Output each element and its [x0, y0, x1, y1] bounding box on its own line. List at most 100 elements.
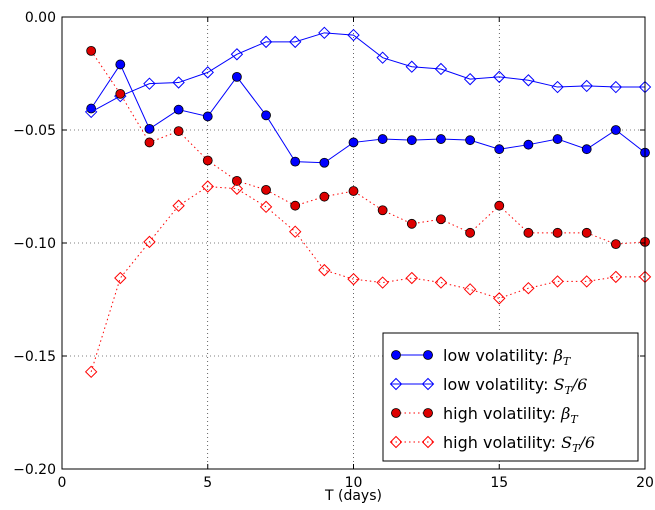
data-point	[494, 144, 505, 155]
data-point	[259, 200, 273, 214]
y-tick-label: −0.05	[13, 123, 56, 139]
data-point	[114, 271, 127, 285]
data-point	[376, 51, 389, 64]
legend-label: high volatility: βT	[443, 404, 579, 426]
data-point	[552, 134, 563, 144]
y-tick-label: −0.10	[13, 236, 56, 252]
data-point	[610, 239, 621, 250]
data-point	[347, 28, 360, 42]
data-point	[348, 137, 359, 148]
data-point	[288, 225, 302, 238]
legend-marker	[423, 408, 433, 418]
legend-marker	[423, 350, 433, 360]
data-point	[434, 276, 448, 289]
data-point	[318, 26, 331, 40]
data-point	[172, 199, 185, 212]
data-point	[290, 200, 301, 211]
data-point	[463, 72, 477, 86]
x-tick-label: 5	[203, 475, 212, 491]
data-point	[348, 186, 359, 196]
data-point	[115, 59, 126, 70]
data-point	[319, 191, 330, 202]
data-point	[173, 126, 184, 137]
data-point	[259, 35, 273, 49]
data-point	[580, 79, 593, 93]
data-point	[143, 77, 156, 90]
axis-ticks: 0 5 10 15 20 0.00 −0.05 −0.10 −0.15 −0.20	[13, 10, 654, 491]
data-point	[230, 182, 244, 195]
data-point	[144, 123, 155, 134]
legend-marker	[391, 408, 401, 418]
data-point	[580, 275, 593, 288]
data-point	[436, 214, 446, 225]
legend-marker	[421, 435, 435, 449]
data-point	[581, 144, 592, 155]
data-point	[347, 272, 360, 286]
data-point	[290, 156, 301, 167]
data-point	[551, 80, 564, 94]
series-1	[86, 59, 650, 168]
data-point	[609, 270, 623, 284]
data-point	[202, 111, 213, 122]
legend-item: low volatility: βT	[391, 346, 572, 368]
legend-label: low volatility: ST/6	[443, 375, 587, 397]
x-tick-label: 10	[345, 475, 363, 491]
legend-marker	[389, 377, 403, 391]
series-line	[90, 63, 646, 164]
data-point	[173, 104, 184, 115]
data-point	[493, 70, 506, 84]
data-point	[261, 110, 271, 121]
legend-marker	[391, 350, 401, 360]
data-point	[465, 227, 476, 238]
data-point	[318, 263, 331, 277]
data-point	[231, 71, 242, 82]
data-point	[436, 134, 446, 144]
data-point	[377, 205, 388, 216]
data-point	[609, 80, 623, 94]
data-point	[172, 76, 185, 89]
x-axis-label: T (days)	[324, 488, 382, 504]
y-tick-label: −0.15	[13, 349, 56, 365]
legend-item: high volatility: βT	[391, 404, 579, 426]
legend-label: low volatility: βT	[443, 346, 572, 368]
series-3	[86, 46, 650, 250]
data-point	[463, 283, 477, 296]
series-2	[84, 26, 652, 119]
data-point	[406, 135, 417, 146]
data-point	[144, 137, 155, 148]
data-point	[434, 62, 448, 76]
data-point	[523, 227, 534, 238]
data-point	[522, 74, 535, 87]
legend-marker	[421, 377, 435, 391]
y-tick-label: 0.00	[25, 10, 56, 26]
data-point	[202, 155, 213, 166]
data-point	[86, 46, 97, 56]
data-point	[552, 227, 563, 238]
legend-item: low volatility: ST/6	[389, 375, 587, 397]
data-point	[610, 125, 621, 135]
data-point	[143, 235, 156, 249]
data-point	[405, 60, 419, 73]
x-tick-label: 20	[636, 475, 654, 491]
legend-label: high volatility: ST/6	[443, 433, 595, 455]
data-point	[522, 281, 535, 295]
data-point	[406, 218, 417, 229]
y-tick-label: −0.20	[13, 462, 56, 478]
data-point	[494, 200, 505, 211]
data-point	[230, 48, 244, 61]
legend-item: high volatility: ST/6	[389, 433, 595, 455]
data-point	[261, 184, 271, 195]
data-point	[201, 180, 214, 193]
data-point	[493, 292, 506, 305]
data-point	[84, 105, 98, 119]
data-point	[376, 276, 389, 289]
data-point	[201, 66, 214, 79]
legend-marker	[389, 435, 403, 449]
data-point	[465, 135, 476, 146]
data-point	[288, 35, 302, 49]
x-tick-label: 15	[490, 475, 508, 491]
data-point	[231, 175, 242, 186]
data-point	[405, 271, 419, 285]
data-point	[115, 88, 126, 99]
data-point	[523, 139, 534, 150]
